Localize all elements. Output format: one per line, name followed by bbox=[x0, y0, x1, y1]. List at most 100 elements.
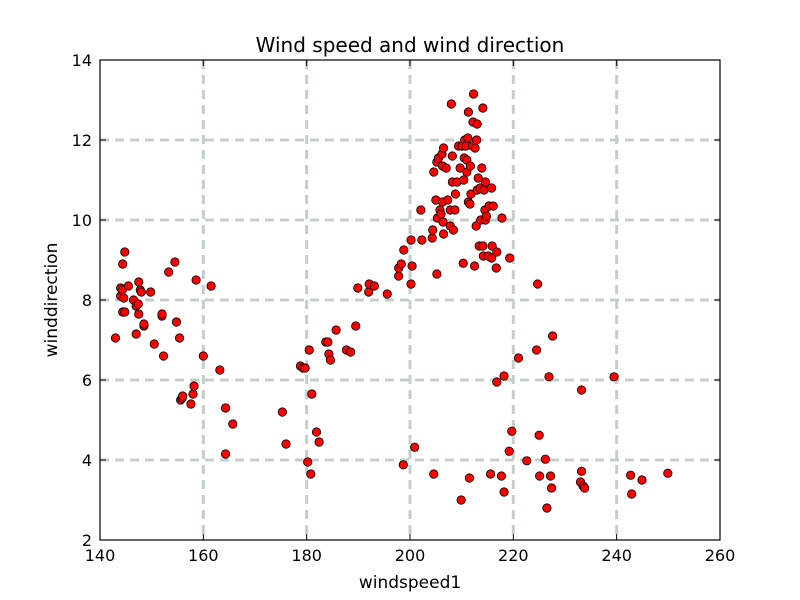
data-point bbox=[188, 389, 198, 399]
data-point bbox=[464, 473, 475, 483]
data-point bbox=[487, 183, 497, 193]
data-point bbox=[465, 161, 476, 171]
data-point bbox=[134, 309, 144, 319]
y-tick-label: 14 bbox=[72, 51, 92, 70]
data-point bbox=[609, 372, 619, 382]
x-tick-label: 200 bbox=[395, 546, 426, 565]
data-point bbox=[314, 437, 324, 447]
data-point bbox=[406, 235, 416, 245]
data-point bbox=[396, 259, 406, 269]
data-point bbox=[134, 277, 144, 287]
x-axis-label: windspeed1 bbox=[359, 573, 461, 593]
tick-labels: 140 160 180 200 220 240 260 2 4 6 8 10 12 14 bbox=[72, 51, 736, 565]
data-point bbox=[311, 427, 322, 437]
data-point bbox=[546, 483, 557, 493]
data-point bbox=[164, 267, 174, 277]
data-point bbox=[158, 351, 169, 361]
data-point bbox=[455, 163, 465, 173]
x-tick-label: 180 bbox=[291, 546, 322, 565]
data-point bbox=[492, 377, 502, 387]
axis-ticks bbox=[99, 59, 721, 541]
data-point bbox=[458, 258, 468, 268]
data-point bbox=[304, 345, 314, 355]
data-point bbox=[505, 253, 515, 263]
data-point bbox=[186, 399, 196, 409]
y-tick-label: 2 bbox=[82, 531, 92, 550]
data-point bbox=[277, 407, 287, 417]
data-point bbox=[477, 163, 487, 173]
data-point bbox=[441, 163, 451, 173]
x-tick-label: 160 bbox=[188, 546, 219, 565]
data-point bbox=[463, 133, 473, 143]
data-point bbox=[547, 331, 558, 341]
data-point bbox=[407, 261, 417, 271]
data-point bbox=[432, 269, 442, 279]
data-point bbox=[325, 355, 336, 365]
data-point bbox=[469, 261, 480, 271]
data-point bbox=[513, 353, 524, 363]
data-point bbox=[522, 456, 532, 466]
data-point bbox=[120, 247, 130, 257]
data-point bbox=[382, 289, 392, 299]
data-point bbox=[146, 287, 156, 297]
data-point bbox=[534, 430, 544, 440]
data-point bbox=[456, 495, 466, 505]
data-point bbox=[448, 225, 458, 235]
data-point bbox=[436, 209, 446, 219]
data-point bbox=[545, 471, 556, 481]
data-point bbox=[465, 199, 475, 209]
data-point bbox=[485, 469, 496, 479]
data-point bbox=[416, 205, 426, 215]
y-tick-label: 6 bbox=[82, 371, 92, 390]
data-point bbox=[626, 470, 636, 480]
data-point bbox=[307, 389, 317, 399]
data-point bbox=[507, 426, 517, 436]
data-point bbox=[131, 329, 141, 339]
data-point bbox=[637, 475, 647, 485]
data-point bbox=[198, 351, 208, 361]
data-point bbox=[228, 419, 238, 429]
data-point bbox=[438, 217, 448, 227]
chart-title: Wind speed and wind direction bbox=[256, 33, 565, 57]
data-point bbox=[429, 469, 439, 479]
data-point bbox=[459, 175, 469, 185]
data-point bbox=[303, 457, 313, 467]
data-point bbox=[487, 241, 497, 251]
data-point bbox=[497, 213, 507, 223]
data-point bbox=[428, 225, 438, 235]
data-point bbox=[220, 403, 231, 413]
data-point bbox=[394, 271, 404, 281]
data-point bbox=[157, 309, 167, 319]
data-point bbox=[174, 333, 185, 343]
data-point bbox=[215, 365, 225, 375]
data-point bbox=[478, 103, 488, 113]
data-point bbox=[281, 439, 291, 449]
data-point bbox=[120, 307, 130, 317]
data-point bbox=[331, 325, 341, 335]
data-point bbox=[472, 119, 482, 129]
data-point bbox=[399, 245, 409, 255]
data-point bbox=[478, 241, 488, 251]
data-point bbox=[398, 460, 408, 470]
data-point bbox=[504, 446, 514, 456]
data-point bbox=[300, 363, 310, 373]
y-tick-label: 8 bbox=[82, 291, 92, 310]
data-point bbox=[118, 259, 128, 269]
data-point bbox=[133, 299, 143, 309]
x-tick-label: 140 bbox=[85, 546, 116, 565]
y-tick-label: 10 bbox=[72, 211, 92, 230]
data-point bbox=[447, 151, 457, 161]
data-point bbox=[580, 483, 590, 493]
data-point bbox=[473, 173, 483, 183]
data-point bbox=[472, 135, 482, 145]
data-point bbox=[487, 253, 497, 263]
x-tick-label: 240 bbox=[601, 546, 632, 565]
data-point bbox=[463, 107, 473, 117]
data-point bbox=[123, 281, 134, 291]
data-point bbox=[119, 293, 129, 303]
data-point bbox=[178, 391, 188, 401]
data-point bbox=[353, 283, 363, 293]
data-point bbox=[406, 279, 416, 289]
data-point bbox=[427, 233, 437, 243]
data-point bbox=[450, 205, 460, 215]
